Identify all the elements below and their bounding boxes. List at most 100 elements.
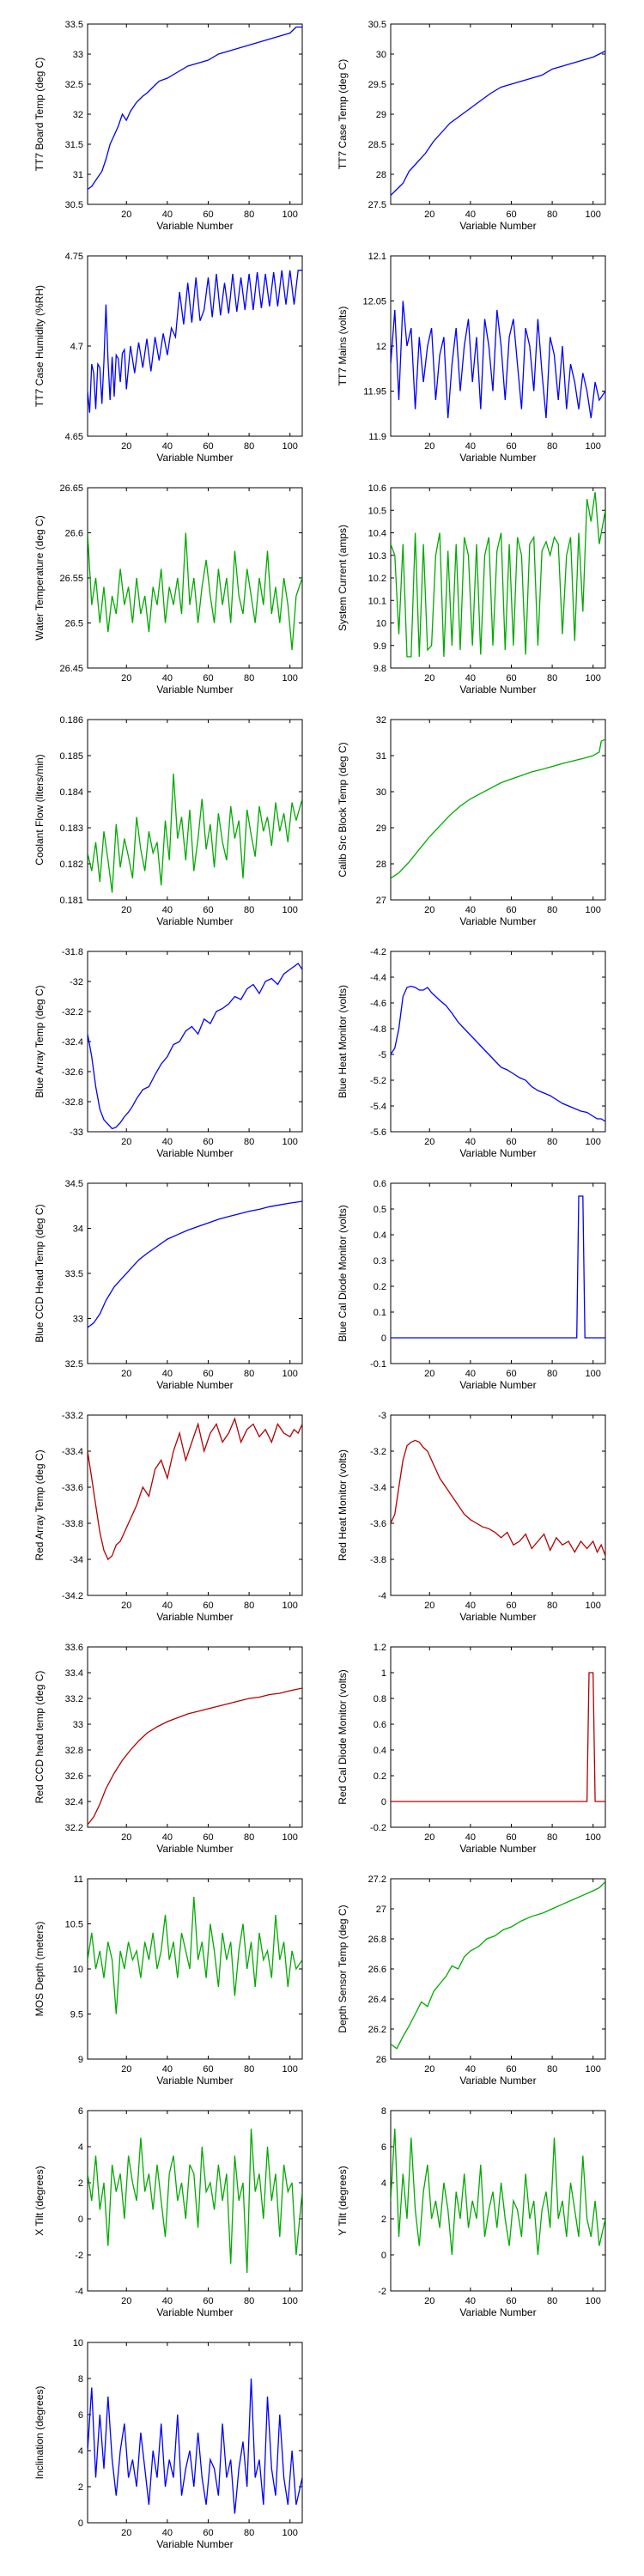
x-tick-label: 60 — [506, 673, 516, 683]
y-tick-label: -5.2 — [370, 1076, 386, 1086]
x-tick-label: 20 — [424, 905, 434, 915]
x-tick-label: 40 — [465, 1137, 476, 1147]
x-tick-label: 80 — [244, 2064, 254, 2075]
y-tick-label: 9.5 — [70, 2010, 83, 2020]
y-tick-label: 26.45 — [59, 664, 83, 674]
x-tick-label: 80 — [547, 1369, 557, 1379]
y-tick-label: 31 — [73, 170, 83, 180]
x-tick-label: 60 — [203, 1137, 213, 1147]
y-axis-label: Inclination (degrees) — [33, 2386, 46, 2480]
y-tick-label: 0 — [381, 2251, 386, 2261]
x-tick-label: 100 — [586, 1137, 601, 1147]
x-tick-label: 80 — [244, 441, 254, 452]
y-tick-label: 10.2 — [368, 574, 386, 584]
x-tick-label: 100 — [586, 441, 601, 452]
y-tick-label: 0.183 — [59, 823, 83, 834]
series-line — [88, 532, 302, 651]
plot-frame — [390, 1878, 606, 2060]
x-axis-label: Variable Number — [156, 220, 233, 232]
x-tick-label: 40 — [162, 2064, 173, 2075]
y-tick-label: 10 — [73, 2338, 83, 2348]
y-axis-label: TT7 Case Humidity (%RH) — [33, 285, 46, 407]
series-line — [88, 1417, 302, 1561]
y-axis-label: Red CCD head temp (deg C) — [33, 1671, 46, 1804]
x-tick-label: 20 — [424, 673, 434, 683]
x-tick-label: 60 — [203, 441, 213, 452]
x-tick-label: 40 — [465, 441, 476, 452]
y-tick-label: 30 — [376, 787, 386, 798]
x-tick-label: 20 — [121, 1369, 131, 1379]
x-tick-label: 40 — [162, 1832, 173, 1843]
x-tick-label: 40 — [465, 1369, 476, 1379]
y-tick-label: 26.2 — [368, 2025, 386, 2035]
x-tick-label: 100 — [283, 673, 298, 683]
y-tick-label: 12.1 — [368, 252, 386, 262]
y-tick-label: 33.2 — [65, 1694, 83, 1704]
y-tick-label: -33.2 — [62, 1411, 83, 1421]
y-tick-label: -4.8 — [370, 1024, 386, 1035]
plot-frame — [87, 719, 303, 901]
y-tick-label: -31.8 — [62, 947, 83, 957]
y-tick-label: -3.2 — [370, 1447, 386, 1457]
x-axis-label: Variable Number — [156, 452, 233, 464]
x-axis-label: Variable Number — [459, 1843, 536, 1855]
series-line — [391, 1672, 605, 1802]
x-tick-label: 100 — [283, 1601, 298, 1611]
y-tick-label: 31.5 — [65, 140, 83, 150]
x-tick-label: 60 — [203, 2528, 213, 2538]
x-tick-label: 100 — [586, 905, 601, 915]
series-line — [88, 26, 302, 191]
y-tick-label: 11 — [74, 1874, 83, 1885]
x-tick-label: 80 — [547, 441, 557, 452]
x-tick-label: 20 — [121, 210, 131, 220]
series-line — [88, 270, 302, 413]
x-tick-label: 100 — [283, 210, 298, 220]
series-line — [88, 1896, 302, 2014]
x-tick-label: 80 — [244, 1137, 254, 1147]
y-tick-label: 26.4 — [368, 1995, 386, 2005]
y-tick-label: 0 — [381, 1797, 386, 1807]
x-tick-label: 20 — [424, 2296, 434, 2306]
x-tick-label: 60 — [203, 2296, 213, 2306]
series-line — [88, 2378, 302, 2514]
y-tick-label: -33.6 — [62, 1483, 83, 1493]
y-tick-label: 28 — [376, 170, 386, 180]
series-line — [88, 773, 302, 893]
x-tick-label: 60 — [203, 2064, 213, 2075]
plot-frame — [390, 719, 606, 901]
y-tick-label: 29 — [376, 823, 386, 834]
x-tick-label: 20 — [424, 1832, 434, 1843]
y-tick-label: -33.4 — [62, 1447, 83, 1457]
y-tick-label: 0.184 — [59, 787, 83, 798]
y-axis-label: TT7 Case Temp (deg C) — [337, 59, 349, 170]
y-tick-label: -32 — [70, 977, 83, 987]
x-axis-label: Variable Number — [459, 1611, 536, 1623]
y-tick-label: 8 — [381, 2106, 386, 2117]
plot-frame — [390, 1646, 606, 1828]
y-tick-label: 30 — [376, 50, 386, 60]
x-tick-label: 60 — [203, 905, 213, 915]
x-tick-label: 40 — [162, 1137, 173, 1147]
x-tick-label: 60 — [203, 210, 213, 220]
y-tick-label: 9.8 — [374, 664, 386, 674]
y-tick-label: 6 — [78, 2106, 83, 2117]
y-tick-label: 4 — [78, 2446, 83, 2457]
series-line — [88, 2128, 302, 2274]
y-axis-label: Red Array Temp (deg C) — [33, 1449, 46, 1560]
y-tick-label: 1 — [381, 1668, 386, 1679]
y-tick-label: 29.5 — [368, 80, 386, 90]
x-axis-label: Variable Number — [459, 452, 536, 464]
y-tick-label: 10.6 — [368, 483, 386, 494]
x-tick-label: 100 — [586, 1369, 601, 1379]
x-tick-label: 20 — [121, 1832, 131, 1843]
x-tick-label: 80 — [244, 210, 254, 220]
y-tick-label: -3.4 — [370, 1483, 386, 1493]
y-tick-label: -32.8 — [62, 1097, 83, 1108]
y-tick-label: 26.5 — [65, 619, 83, 629]
y-tick-label: 34.5 — [65, 1179, 83, 1189]
